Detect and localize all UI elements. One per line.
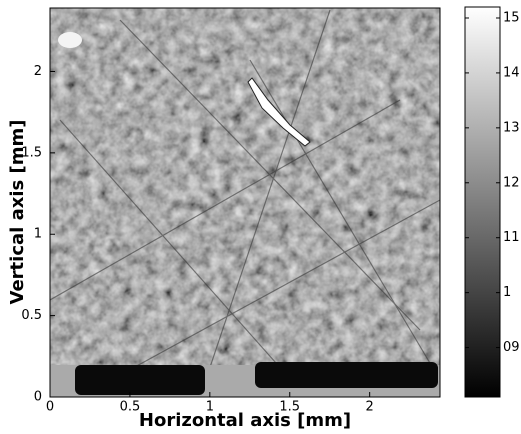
image-area: [50, 8, 440, 397]
colorbar: [464, 6, 501, 398]
image-texture: [50, 8, 440, 397]
x-tick-label: 0: [46, 400, 54, 415]
colorbar-tick-label: 13: [503, 120, 520, 135]
y-tick-label: 1: [34, 227, 42, 242]
x-tick-label: 1.5: [279, 400, 300, 415]
x-tick-label: 0.5: [120, 400, 141, 415]
y-tick-label: 0: [34, 390, 42, 405]
colorbar-tick-label: 14: [503, 65, 520, 80]
y-tick-label: 2: [34, 64, 42, 79]
x-tick-label: 2: [366, 400, 374, 415]
colorbar-tick-label: 11: [503, 230, 520, 245]
dark-region: [75, 365, 205, 395]
plot-frame: [49, 7, 441, 398]
dark-region: [255, 362, 438, 388]
y-axis-label: Vertical axis [mm]: [7, 120, 28, 305]
colorbar-tick-label: 15: [503, 10, 520, 25]
x-tick-label: 1: [206, 400, 214, 415]
x-axis-label: Horizontal axis [mm]: [139, 410, 351, 431]
y-tick-label: 0.5: [21, 308, 42, 323]
bright-spot: [58, 32, 82, 48]
bright-streak: [247, 77, 311, 147]
colorbar-tick-label: 1: [503, 285, 511, 300]
colorbar-tick-label: 12: [503, 175, 520, 190]
image-lines: [50, 9, 440, 397]
y-tick-label: 1.5: [21, 145, 42, 160]
colorbar-tick-label: 09: [503, 340, 520, 355]
